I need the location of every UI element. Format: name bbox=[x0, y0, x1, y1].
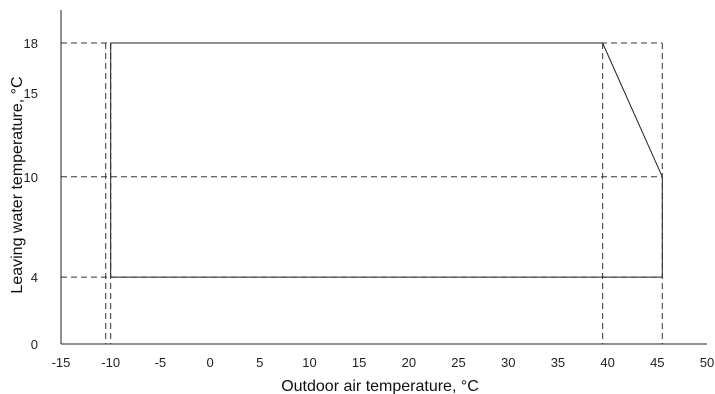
x-tick-label: 15 bbox=[352, 355, 366, 370]
x-tick-label: 0 bbox=[206, 355, 213, 370]
x-tick-label: -10 bbox=[101, 355, 120, 370]
y-tick-label: 10 bbox=[24, 170, 38, 185]
y-tick-label: 4 bbox=[31, 270, 38, 285]
x-tick-label: 20 bbox=[402, 355, 416, 370]
x-tick-label: 35 bbox=[551, 355, 565, 370]
x-tick-label: 45 bbox=[650, 355, 664, 370]
x-tick-label: 30 bbox=[501, 355, 515, 370]
x-tick-label: 10 bbox=[302, 355, 316, 370]
reference-lines bbox=[61, 42, 663, 344]
x-axis-label: Outdoor air temperature, °C bbox=[281, 378, 479, 394]
y-tick-label: 15 bbox=[24, 86, 38, 101]
y-axis-label: Leaving water temperature, °C bbox=[9, 76, 26, 293]
x-tick-label: 25 bbox=[451, 355, 465, 370]
x-tick-label: 40 bbox=[600, 355, 614, 370]
tick-labels: -15 -10 -5 0 5 10 15 20 25 30 35 40 45 50 0 4 10 15 18 bbox=[24, 36, 715, 370]
operating-envelope-line bbox=[110, 42, 663, 278]
x-tick-label: -5 bbox=[155, 355, 167, 370]
series-layer bbox=[110, 42, 663, 278]
y-tick-label: 18 bbox=[24, 36, 38, 51]
x-tick-label: 50 bbox=[700, 355, 714, 370]
x-tick-label: 5 bbox=[256, 355, 263, 370]
axes bbox=[60, 10, 707, 345]
y-tick-label: 0 bbox=[31, 337, 38, 352]
x-tick-label: -15 bbox=[52, 355, 71, 370]
